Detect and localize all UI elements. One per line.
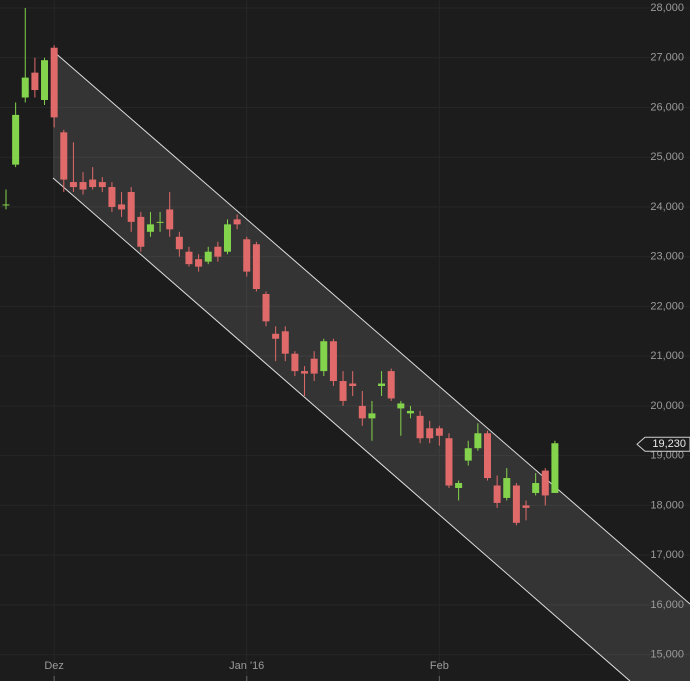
candle-body xyxy=(484,433,491,479)
candle-body xyxy=(175,236,183,250)
candle-body xyxy=(31,72,39,91)
candle-body xyxy=(426,428,434,439)
candle-body xyxy=(137,216,145,247)
candle-body xyxy=(378,383,386,387)
y-tick-label: 23,000 xyxy=(650,251,684,263)
y-tick-label: 22,000 xyxy=(650,300,684,312)
candle-body xyxy=(146,224,154,232)
trend-channel xyxy=(53,51,690,681)
y-tick-label: 15,000 xyxy=(650,649,684,661)
y-tick-label: 17,000 xyxy=(650,549,684,561)
candle-body xyxy=(21,77,29,98)
candle-body xyxy=(406,410,414,414)
candle-body xyxy=(41,60,49,100)
candle-body xyxy=(79,182,87,190)
channel-upper xyxy=(52,50,690,605)
candle-body xyxy=(455,483,463,488)
candle-body xyxy=(98,182,106,188)
candle-body xyxy=(185,251,193,265)
candle-body xyxy=(310,358,318,374)
candle-body xyxy=(320,341,328,372)
candle-body xyxy=(281,331,289,354)
candle-body xyxy=(474,433,482,449)
x-tick-label: Jan '16 xyxy=(229,660,264,672)
candle-body xyxy=(445,438,453,486)
candle-body xyxy=(243,239,251,272)
candle-body xyxy=(503,478,511,498)
candle-body xyxy=(223,224,231,252)
candle-body xyxy=(464,448,472,461)
candle-body xyxy=(551,443,559,493)
candle-body xyxy=(156,221,164,223)
y-tick-label: 16,000 xyxy=(650,599,684,611)
candle-body xyxy=(368,413,376,419)
candle-body xyxy=(358,405,366,419)
candle-body xyxy=(397,403,405,409)
last-price-box xyxy=(636,436,690,452)
candle-body xyxy=(118,204,126,210)
candle-body xyxy=(127,192,135,222)
y-tick-label: 26,000 xyxy=(650,101,684,113)
channel-lower xyxy=(52,177,631,681)
candle-body xyxy=(387,371,395,399)
candle-body xyxy=(301,371,309,374)
candle-body xyxy=(69,182,77,188)
candles xyxy=(2,7,559,526)
candle-body xyxy=(512,485,520,523)
candle-body xyxy=(416,415,424,439)
candle-body xyxy=(50,47,58,118)
y-tick-label: 28,000 xyxy=(650,2,684,14)
candle-body xyxy=(493,485,501,503)
candle-body xyxy=(233,219,241,225)
candle-body xyxy=(532,483,540,493)
candle-body xyxy=(349,383,357,387)
candle-body xyxy=(522,505,530,508)
candle-body xyxy=(329,341,337,382)
candle-body xyxy=(435,428,443,436)
candle-body xyxy=(262,293,270,322)
y-tick-label: 18,000 xyxy=(650,499,684,511)
y-tick-label: 27,000 xyxy=(650,52,684,64)
last-price-label: 19,230 xyxy=(652,438,686,450)
candle-body xyxy=(60,132,68,180)
candle-body xyxy=(108,187,116,207)
candle-body xyxy=(89,179,97,188)
candle-body xyxy=(204,251,212,262)
candle-body xyxy=(291,353,299,372)
y-tick-label: 20,000 xyxy=(650,400,684,412)
x-tick-label: Feb xyxy=(430,660,449,672)
y-tick-label: 24,000 xyxy=(650,201,684,213)
candle-body xyxy=(214,246,222,257)
x-tick-label: Dez xyxy=(44,660,64,672)
candle-body xyxy=(272,333,280,339)
candle-body xyxy=(195,259,203,267)
candle-body xyxy=(541,470,549,496)
candle-body xyxy=(252,244,260,290)
candle-body xyxy=(339,381,347,401)
candle-body xyxy=(166,209,174,230)
y-tick-label: 19,000 xyxy=(650,450,684,462)
y-tick-label: 25,000 xyxy=(650,151,684,163)
candle-body xyxy=(2,204,10,206)
candle-body xyxy=(12,114,20,165)
y-tick-label: 21,000 xyxy=(650,350,684,362)
